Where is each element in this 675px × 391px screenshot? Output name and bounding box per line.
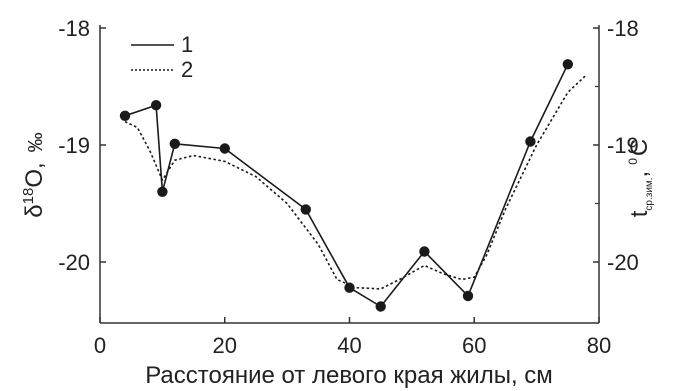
y-axis-left-label: δ18O, ‰ [20,132,48,217]
x-tick-label: 20 [213,333,237,358]
series-1-point [562,59,573,70]
y-left-superscript: 18 [20,188,37,205]
legend: 1 2 [131,32,193,82]
series-1-point [375,301,386,312]
series-1-point [525,136,536,147]
x-axis-label: Расстояние от левого края жилы, см [145,362,553,389]
x-tick-label: 80 [587,333,611,358]
series-1-point [150,100,162,111]
y-left-tick-label: -19 [58,133,90,158]
series-line-1 [124,63,569,308]
y-left-delta: δ [21,204,48,217]
legend-label-2: 2 [181,57,193,82]
x-tick-label: 40 [337,333,361,358]
legend-label-1: 1 [181,32,193,57]
y-right-subscript: ср.зим. [644,177,655,210]
x-tick-label: 0 [94,333,106,358]
series-1-point [157,186,168,197]
series-1-point [462,290,474,302]
series-1-point [344,282,355,293]
series-1-point [219,143,230,154]
y-left-tick-label: -18 [58,16,90,41]
series-1-point [119,110,131,122]
series-1-point [300,204,311,215]
y-right-tick-label: -20 [607,250,639,275]
x-tick-label: 60 [462,333,486,358]
y-right-tick-label: -18 [607,16,639,41]
y-left-unit: ‰ [25,132,47,152]
y-right-comma: , [626,171,653,178]
y-right-tick-label: -19 [607,133,639,158]
series-1-point [169,138,180,149]
y-right-degree: 0 [626,158,640,165]
y-left-base: O, [21,162,48,187]
y-right-t: t [626,210,653,217]
series-1-point [419,246,430,257]
series-line-2 [124,74,588,290]
y-right-unit: С [626,139,653,156]
y-axis-right-label: tср.зим., 0 С [626,139,655,218]
y-left-tick-label: -20 [58,250,90,275]
